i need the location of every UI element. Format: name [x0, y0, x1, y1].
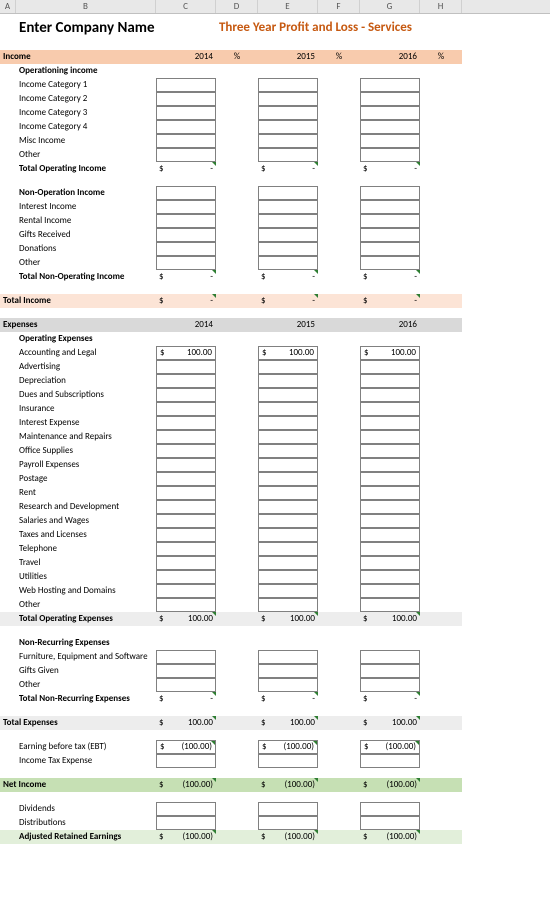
total-op-expenses: Total Operating Expenses	[0, 612, 156, 626]
income-row[interactable]: Income Category 1	[16, 78, 156, 92]
year-2015: 2015	[258, 50, 318, 64]
year-2016: 2016	[360, 50, 420, 64]
adj-retained: Adjusted Retained Earnings	[0, 830, 156, 844]
expense-row[interactable]: Rent	[16, 486, 156, 500]
nonop-row[interactable]: Gifts Received	[16, 228, 156, 242]
tax-label[interactable]: Income Tax Expense	[16, 754, 156, 768]
expense-row[interactable]: Insurance	[16, 402, 156, 416]
expense-row[interactable]: Postage	[16, 472, 156, 486]
expense-row[interactable]: Travel	[16, 556, 156, 570]
expense-row[interactable]: Office Supplies	[16, 444, 156, 458]
income-row[interactable]: Misc Income	[16, 134, 156, 148]
nonop-row[interactable]: Other	[16, 256, 156, 270]
income-row[interactable]: Other	[16, 148, 156, 162]
income-row[interactable]: Income Category 2	[16, 92, 156, 106]
nonop-income-head: Non-Operation Income	[16, 186, 156, 200]
col-D: D	[216, 0, 258, 13]
expenses-header: Expenses	[0, 318, 156, 332]
nonrec-row[interactable]: Gifts Given	[16, 664, 156, 678]
nonop-row[interactable]: Interest Income	[16, 200, 156, 214]
income-row[interactable]: Income Category 4	[16, 120, 156, 134]
col-F: F	[318, 0, 360, 13]
expense-row[interactable]: Dues and Subscriptions	[16, 388, 156, 402]
expense-row[interactable]: Maintenance and Repairs	[16, 430, 156, 444]
col-A: A	[0, 0, 16, 13]
nonrec-head: Non-Recurring Expenses	[16, 636, 156, 650]
total-nonop-income: Total Non-Operating Income	[16, 270, 156, 284]
expense-row[interactable]: Depreciation	[16, 374, 156, 388]
expense-row[interactable]: Taxes and Licenses	[16, 528, 156, 542]
col-G: G	[360, 0, 420, 13]
col-B: B	[16, 0, 156, 13]
expense-row[interactable]: Advertising	[16, 360, 156, 374]
col-E: E	[258, 0, 318, 13]
income-header: Income	[0, 50, 156, 64]
column-header-row: A B C D E F G H	[0, 0, 550, 14]
expense-row[interactable]: Accounting and Legal	[16, 346, 156, 360]
total-operating-income: Total Operating Income	[16, 162, 156, 176]
nonrec-row[interactable]: Furniture, Equipment and Software	[16, 650, 156, 664]
expense-row[interactable]: Other	[16, 598, 156, 612]
pct-col: %	[318, 50, 360, 64]
operating-income-head: Operationing income	[16, 64, 156, 78]
op-expenses-head: Operating Expenses	[16, 332, 156, 346]
distributions-label[interactable]: Distributions	[16, 816, 156, 830]
ebt-label: Earning before tax (EBT)	[16, 740, 156, 754]
doc-title: Three Year Profit and Loss - Services	[216, 16, 462, 40]
nonrec-row[interactable]: Other	[16, 678, 156, 692]
total-expenses: Total Expenses	[0, 716, 156, 730]
total-income: Total Income	[0, 294, 156, 308]
company-name[interactable]: Enter Company Name	[16, 16, 216, 40]
pct-col: %	[420, 50, 462, 64]
pct-col: %	[216, 50, 258, 64]
nonop-row[interactable]: Rental Income	[16, 214, 156, 228]
dividends-label[interactable]: Dividends	[16, 802, 156, 816]
col-C: C	[156, 0, 216, 13]
net-income: Net Income	[0, 778, 156, 792]
total-nonrec: Total Non-Recurring Expenses	[16, 692, 156, 706]
expense-row[interactable]: Payroll Expenses	[16, 458, 156, 472]
spreadsheet-grid[interactable]: Enter Company Name Three Year Profit and…	[0, 16, 550, 844]
expense-row[interactable]: Utilities	[16, 570, 156, 584]
expense-row[interactable]: Web Hosting and Domains	[16, 584, 156, 598]
expense-row[interactable]: Interest Expense	[16, 416, 156, 430]
year-2014: 2014	[156, 50, 216, 64]
expense-row[interactable]: Salaries and Wages	[16, 514, 156, 528]
income-row[interactable]: Income Category 3	[16, 106, 156, 120]
expense-row[interactable]: Research and Development	[16, 500, 156, 514]
nonop-row[interactable]: Donations	[16, 242, 156, 256]
col-H: H	[420, 0, 462, 13]
expense-row[interactable]: Telephone	[16, 542, 156, 556]
